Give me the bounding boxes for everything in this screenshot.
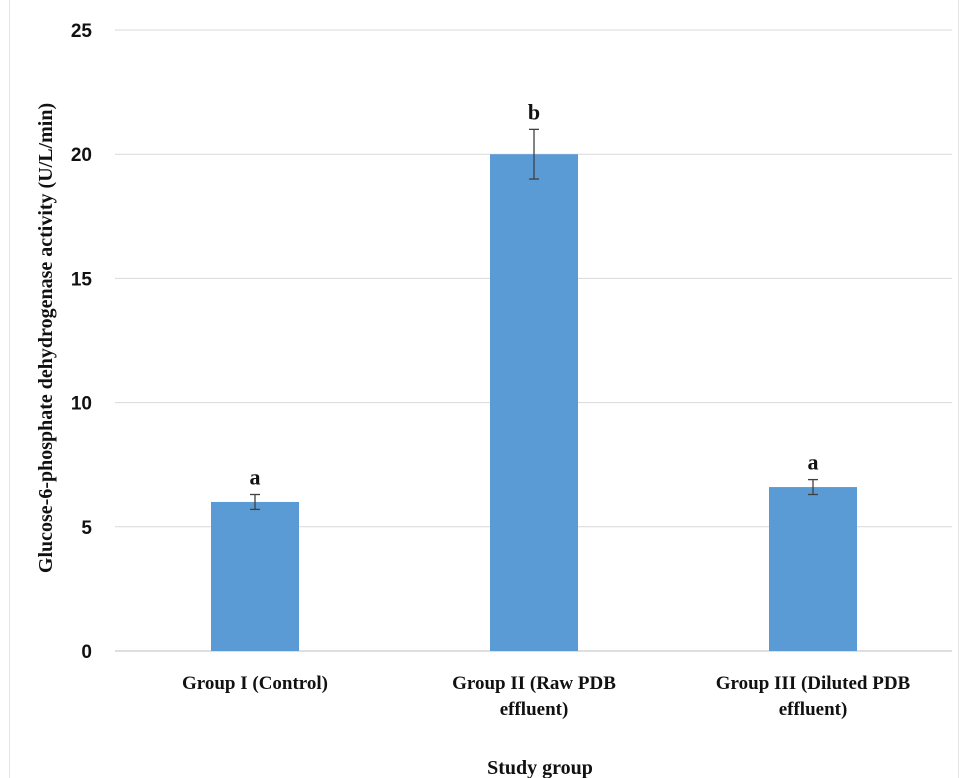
significance-label: a bbox=[250, 465, 261, 490]
significance-labels: a b a bbox=[250, 99, 819, 489]
y-axis-title: Glucose-6-phosphate dehydrogenase activi… bbox=[35, 103, 57, 573]
x-axis-category-labels: Group I (Control) Group II (Raw PDB efflue… bbox=[182, 673, 911, 720]
y-tick-label: 25 bbox=[71, 21, 93, 42]
error-bar bbox=[529, 128, 539, 180]
error-bars bbox=[250, 128, 818, 511]
x-category-label: Group III (Diluted PDB bbox=[716, 673, 911, 694]
significance-label: a bbox=[808, 450, 819, 475]
x-category-label: Group II (Raw PDB bbox=[452, 673, 616, 694]
y-tick-label: 10 bbox=[71, 394, 92, 415]
error-bar bbox=[808, 478, 818, 496]
y-tick-label: 15 bbox=[71, 269, 93, 290]
x-axis-title: Study group bbox=[487, 757, 593, 778]
frame-border-right bbox=[958, 0, 959, 778]
y-tick-label: 5 bbox=[81, 518, 92, 539]
frame-border-left bbox=[9, 0, 10, 778]
bar bbox=[769, 487, 857, 651]
x-category-label: effluent) bbox=[500, 699, 569, 720]
bar bbox=[211, 501, 299, 651]
bar bbox=[490, 154, 578, 651]
significance-label: b bbox=[528, 99, 540, 124]
bars bbox=[211, 154, 857, 651]
y-tick-label: 20 bbox=[71, 145, 92, 166]
x-category-label: effluent) bbox=[779, 699, 848, 720]
y-axis-ticks: 0 5 10 15 20 25 bbox=[71, 21, 93, 663]
error-bar bbox=[250, 493, 260, 511]
x-category-label: Group I (Control) bbox=[182, 673, 328, 694]
y-tick-label: 0 bbox=[81, 642, 92, 663]
